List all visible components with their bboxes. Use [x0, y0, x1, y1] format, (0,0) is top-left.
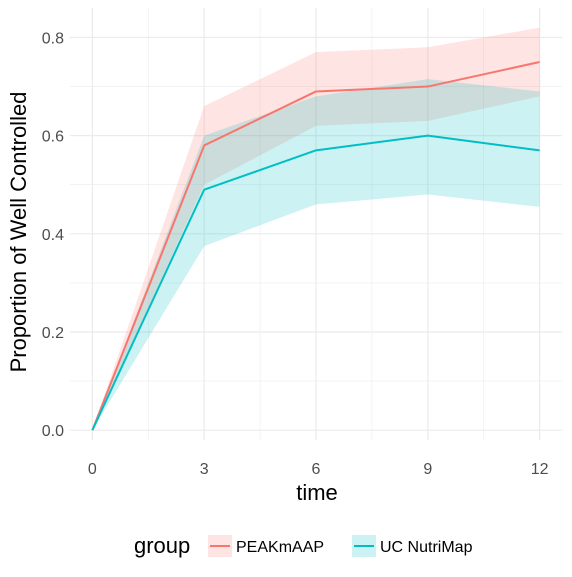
line-uc-nutrimap: [91, 134, 540, 431]
y-tick-label: 0.8: [42, 30, 64, 47]
x-axis-title: time: [296, 480, 338, 505]
y-axis-ticks: 0.0 0.2 0.4 0.6 0.8: [42, 30, 64, 440]
y-tick-label: 0.0: [42, 423, 64, 440]
x-tick-label: 9: [423, 461, 432, 478]
confidence-bands: [92, 27, 540, 431]
band-uc-nutrimap: [92, 79, 540, 431]
y-tick-label: 0.4: [42, 227, 64, 244]
line-peakmaap: [91, 61, 540, 431]
legend-label-uc-nutrimap: UC NutriMap: [380, 539, 473, 556]
x-tick-label: 3: [200, 461, 209, 478]
legend-label-peakmaap: PEAKmAAP: [236, 539, 324, 556]
x-axis-ticks: 0 3 6 9 12: [88, 461, 549, 478]
x-tick-label: 6: [312, 461, 321, 478]
y-tick-label: 0.2: [42, 325, 64, 342]
y-axis-title: Proportion of Well Controlled: [6, 92, 31, 373]
legend: group PEAKmAAP UC NutriMap: [134, 533, 473, 558]
x-tick-label: 12: [531, 461, 549, 478]
series-lines: [91, 61, 540, 431]
band-peakmaap: [92, 27, 540, 431]
legend-title: group: [134, 533, 190, 558]
x-tick-label: 0: [88, 461, 97, 478]
major-gridlines: [70, 8, 562, 440]
y-tick-label: 0.6: [42, 129, 64, 146]
